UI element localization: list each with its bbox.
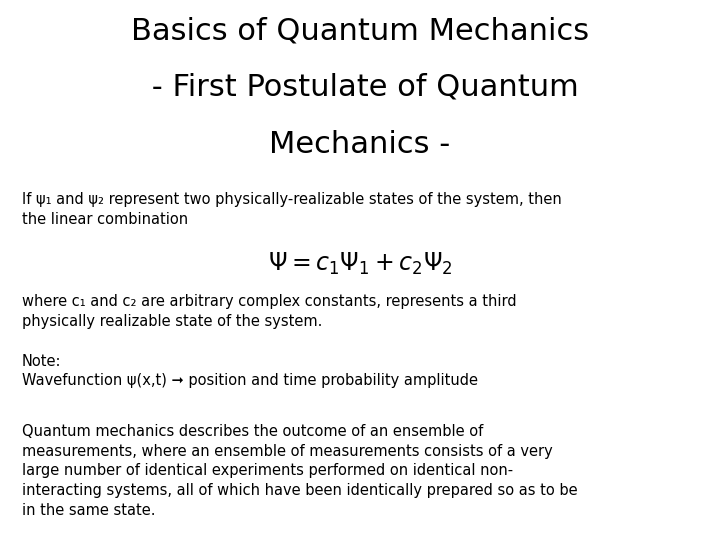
- Text: Mechanics -: Mechanics -: [269, 130, 451, 159]
- Text: where c₁ and c₂ are arbitrary complex constants, represents a third
physically r: where c₁ and c₂ are arbitrary complex co…: [22, 294, 516, 329]
- Text: Basics of Quantum Mechanics: Basics of Quantum Mechanics: [131, 16, 589, 45]
- Text: Note:
Wavefunction ψ(x,t) ➞ position and time probability amplitude: Note: Wavefunction ψ(x,t) ➞ position and…: [22, 354, 477, 388]
- Text: - First Postulate of Quantum: - First Postulate of Quantum: [142, 73, 578, 102]
- Text: $\Psi = c_1\Psi_1 + c_2\Psi_2$: $\Psi = c_1\Psi_1 + c_2\Psi_2$: [268, 251, 452, 278]
- Text: If ψ₁ and ψ₂ represent two physically-realizable states of the system, then
the : If ψ₁ and ψ₂ represent two physically-re…: [22, 192, 562, 226]
- Text: Quantum mechanics describes the outcome of an ensemble of
measurements, where an: Quantum mechanics describes the outcome …: [22, 424, 577, 518]
